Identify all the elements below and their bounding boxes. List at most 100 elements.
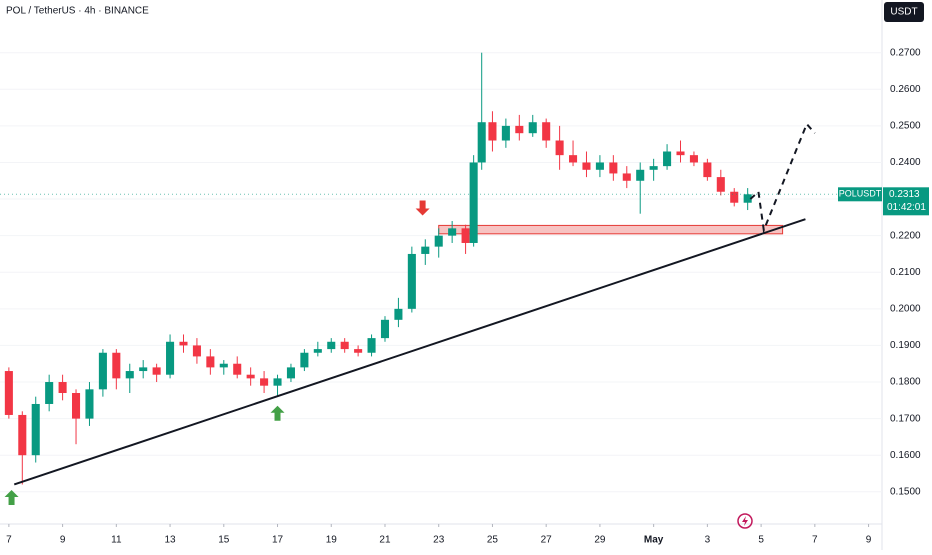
candle-body: [300, 352, 309, 368]
candle: [72, 389, 81, 445]
candle-body: [98, 352, 107, 390]
candle: [448, 221, 457, 243]
candle-body: [569, 155, 578, 163]
candle-body: [528, 122, 537, 134]
x-tick-label: 21: [379, 535, 391, 546]
candle: [676, 140, 685, 163]
candle: [703, 158, 712, 181]
candle: [139, 360, 148, 379]
x-tick-label: 5: [758, 535, 764, 546]
candle: [98, 349, 107, 397]
candle: [166, 334, 175, 379]
candle-body: [273, 378, 282, 386]
candle: [4, 367, 13, 419]
candle: [260, 371, 269, 393]
candle: [380, 316, 390, 342]
candle: [663, 144, 672, 170]
candle: [313, 341, 322, 357]
x-tick-label: 17: [272, 535, 284, 546]
candle: [689, 151, 698, 167]
lightning-icon[interactable]: [737, 513, 753, 529]
candle-body: [743, 194, 752, 203]
candle: [367, 334, 376, 357]
candle-body: [313, 349, 322, 353]
candle-body: [515, 125, 524, 134]
y-tick-label: 0.1500: [890, 486, 921, 497]
candle-body: [501, 125, 510, 141]
candle: [394, 297, 403, 328]
candle-body: [582, 162, 591, 170]
candle-body: [461, 228, 470, 243]
x-tick-label: 13: [164, 535, 176, 546]
candle-body: [260, 378, 269, 386]
candle-body: [206, 356, 215, 368]
support-zone: [438, 224, 784, 235]
x-tick-label: 19: [326, 535, 338, 546]
candle: [488, 111, 497, 152]
y-tick-label: 0.2000: [890, 303, 921, 314]
candle-body: [421, 246, 430, 254]
candle-body: [394, 308, 403, 320]
candle: [18, 411, 27, 485]
candle-body: [595, 162, 604, 170]
currency-label[interactable]: USDT: [890, 7, 917, 18]
candle: [219, 360, 228, 375]
candle-body: [152, 367, 161, 375]
candle-body: [58, 382, 67, 393]
candle-body: [609, 162, 618, 174]
y-tick-label: 0.2700: [890, 47, 921, 58]
candle: [716, 169, 725, 196]
candle-body: [367, 338, 376, 353]
candle: [636, 162, 645, 214]
candle: [286, 363, 295, 383]
candle-body: [488, 122, 497, 141]
candle-body: [689, 155, 698, 163]
candle: [609, 155, 618, 181]
candle: [569, 140, 578, 167]
arrow-marker: [415, 200, 430, 216]
candle: [58, 374, 67, 401]
candle-body: [192, 345, 201, 357]
candle: [528, 114, 537, 137]
last-price-label: 0.2313: [889, 189, 920, 200]
candle: [421, 239, 430, 265]
candle: [179, 334, 188, 353]
countdown-label: 01:42:01: [887, 202, 926, 213]
candle-body: [139, 367, 148, 372]
candle-body: [663, 151, 672, 167]
candle: [152, 363, 161, 383]
candle: [477, 52, 486, 170]
candle: [125, 363, 134, 393]
x-tick-label: 15: [218, 535, 230, 546]
candle: [112, 349, 121, 390]
symbol-tag: [838, 187, 882, 202]
x-tick-label: 27: [541, 535, 553, 546]
candle-body: [125, 371, 134, 379]
candle: [461, 224, 470, 254]
candle: [300, 349, 309, 372]
trendline: [13, 218, 806, 486]
candle-body: [246, 374, 255, 379]
candle: [649, 158, 658, 181]
candle: [542, 118, 551, 148]
candle-body: [286, 367, 295, 379]
candle: [407, 246, 416, 313]
candle-body: [676, 151, 685, 156]
x-tick-label: 9: [60, 535, 66, 546]
candle: [730, 188, 739, 207]
candle-body: [555, 140, 564, 156]
icon-ring[interactable]: [737, 513, 753, 529]
candle-body: [407, 253, 416, 309]
currency-box[interactable]: [884, 2, 924, 22]
candle-body: [166, 341, 175, 375]
candle-body: [730, 191, 739, 203]
y-tick-label: 0.1700: [890, 413, 921, 424]
arrow-marker: [4, 489, 19, 505]
candle-body: [469, 162, 478, 243]
x-tick-label: 29: [594, 535, 606, 546]
candle-body: [354, 349, 363, 353]
icon-bolt[interactable]: [742, 516, 748, 526]
candle: [85, 382, 94, 426]
candle-body: [85, 389, 94, 419]
candle: [469, 155, 478, 247]
